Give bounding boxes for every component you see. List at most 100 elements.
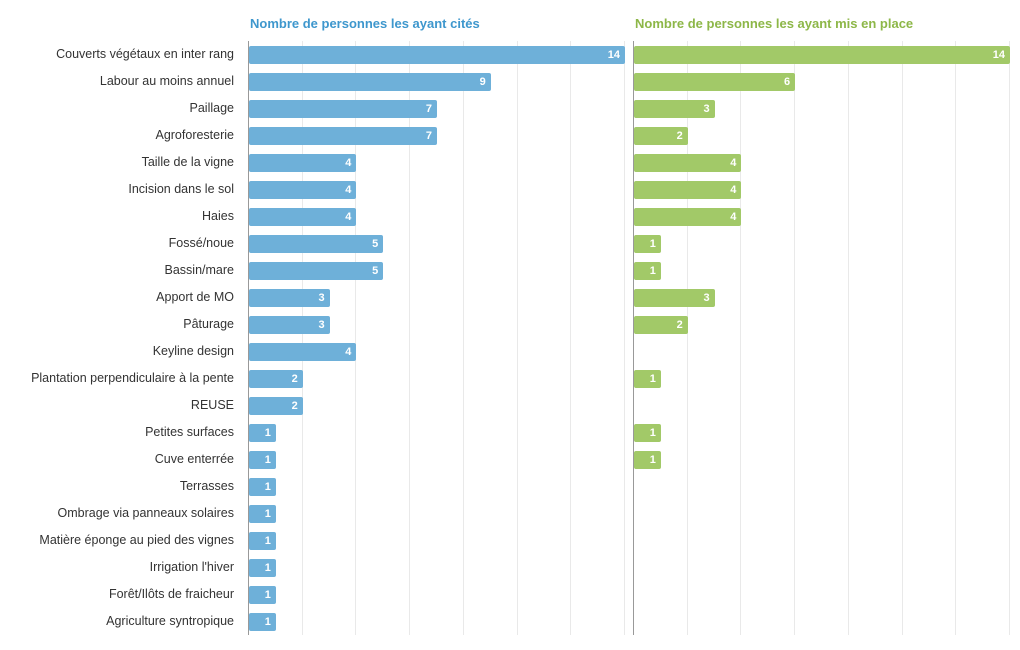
right-bar: 4 bbox=[634, 154, 741, 172]
bar-value: 7 bbox=[426, 103, 432, 115]
bar-value: 4 bbox=[730, 211, 736, 223]
bar-row bbox=[634, 338, 1010, 365]
bar-row: 1 bbox=[249, 608, 625, 635]
bar-row: 1 bbox=[634, 257, 1010, 284]
bar-row: 1 bbox=[249, 527, 625, 554]
y-label: Plantation perpendiculaire à la pente bbox=[10, 365, 240, 392]
bar-row: 2 bbox=[249, 392, 625, 419]
left-bar: 4 bbox=[249, 154, 356, 172]
bar-row bbox=[634, 554, 1010, 581]
bar-row bbox=[634, 473, 1010, 500]
bar-row: 3 bbox=[634, 284, 1010, 311]
bar-row: 4 bbox=[249, 338, 625, 365]
bar-row: 14 bbox=[249, 41, 625, 68]
left-bar: 4 bbox=[249, 208, 356, 226]
bar-value: 2 bbox=[292, 400, 298, 412]
bar-value: 4 bbox=[345, 211, 351, 223]
y-label: Apport de MO bbox=[10, 284, 240, 311]
bar-value: 9 bbox=[480, 76, 486, 88]
left-bar: 4 bbox=[249, 343, 356, 361]
left-bar: 2 bbox=[249, 370, 303, 388]
y-label: Fossé/noue bbox=[10, 230, 240, 257]
left-bar: 7 bbox=[249, 127, 437, 145]
bar-row: 3 bbox=[249, 311, 625, 338]
right-bar: 3 bbox=[634, 100, 715, 118]
bar-row: 9 bbox=[249, 68, 625, 95]
bar-row: 14 bbox=[634, 41, 1010, 68]
bar-value: 6 bbox=[784, 76, 790, 88]
left-bar: 1 bbox=[249, 505, 276, 523]
left-bar: 3 bbox=[249, 316, 330, 334]
right-plot-area: 14 6 3 2 4 4 4 1 1 3 2 1 1 1 bbox=[633, 41, 1010, 635]
left-bar: 1 bbox=[249, 478, 276, 496]
bar-row: 4 bbox=[249, 203, 625, 230]
comparison-bar-chart: Nombre de personnes les ayant cités Nomb… bbox=[10, 12, 1010, 635]
left-bar: 1 bbox=[249, 559, 276, 577]
bar-value: 1 bbox=[265, 589, 271, 601]
y-label: Terrasses bbox=[10, 473, 240, 500]
right-bar: 4 bbox=[634, 181, 741, 199]
y-label: Pâturage bbox=[10, 311, 240, 338]
left-bar: 14 bbox=[249, 46, 625, 64]
y-label: Irrigation l'hiver bbox=[10, 554, 240, 581]
bar-value: 3 bbox=[318, 292, 324, 304]
bar-row: 1 bbox=[634, 419, 1010, 446]
bar-row: 4 bbox=[249, 176, 625, 203]
bar-value: 4 bbox=[730, 157, 736, 169]
left-bar: 1 bbox=[249, 451, 276, 469]
right-bar: 1 bbox=[634, 262, 661, 280]
bar-value: 7 bbox=[426, 130, 432, 142]
left-bar: 5 bbox=[249, 262, 383, 280]
bar-value: 4 bbox=[730, 184, 736, 196]
y-label: Agroforesterie bbox=[10, 122, 240, 149]
left-plot-area: 14 9 7 7 4 4 4 5 5 3 3 4 2 2 1 1 1 1 1 1 1 1 bbox=[248, 41, 625, 635]
bar-value: 2 bbox=[292, 373, 298, 385]
right-bar: 1 bbox=[634, 235, 661, 253]
bar-value: 1 bbox=[650, 373, 656, 385]
bar-value: 1 bbox=[265, 508, 271, 520]
y-label: Matière éponge au pied des vignes bbox=[10, 527, 240, 554]
bar-value: 4 bbox=[345, 184, 351, 196]
left-bar: 1 bbox=[249, 586, 276, 604]
bar-value: 1 bbox=[265, 481, 271, 493]
bar-row: 4 bbox=[249, 149, 625, 176]
bar-row bbox=[634, 608, 1010, 635]
bar-value: 1 bbox=[265, 616, 271, 628]
bar-value: 2 bbox=[677, 130, 683, 142]
bar-value: 1 bbox=[265, 454, 271, 466]
y-label: Cuve enterrée bbox=[10, 446, 240, 473]
bar-value: 1 bbox=[650, 454, 656, 466]
bar-row: 3 bbox=[249, 284, 625, 311]
bar-row: 4 bbox=[634, 149, 1010, 176]
bar-row bbox=[634, 500, 1010, 527]
right-series-title: Nombre de personnes les ayant mis en pla… bbox=[633, 12, 1010, 41]
bar-row: 1 bbox=[634, 230, 1010, 257]
bar-value: 4 bbox=[345, 346, 351, 358]
bar-value: 1 bbox=[650, 238, 656, 250]
right-bar: 2 bbox=[634, 316, 688, 334]
y-label: Paillage bbox=[10, 95, 240, 122]
bar-value: 14 bbox=[993, 49, 1005, 61]
right-bar: 6 bbox=[634, 73, 795, 91]
left-bar: 9 bbox=[249, 73, 491, 91]
right-bar: 2 bbox=[634, 127, 688, 145]
bar-row: 5 bbox=[249, 230, 625, 257]
left-bar: 2 bbox=[249, 397, 303, 415]
y-label: Labour au moins annuel bbox=[10, 68, 240, 95]
bar-row: 1 bbox=[249, 419, 625, 446]
bar-row: 1 bbox=[249, 473, 625, 500]
y-label: Couverts végétaux en inter rang bbox=[10, 41, 240, 68]
left-bar: 7 bbox=[249, 100, 437, 118]
bar-value: 3 bbox=[318, 319, 324, 331]
bar-row: 7 bbox=[249, 122, 625, 149]
bar-value: 3 bbox=[703, 292, 709, 304]
bar-value: 1 bbox=[265, 562, 271, 574]
right-bar: 4 bbox=[634, 208, 741, 226]
y-label: Taille de la vigne bbox=[10, 149, 240, 176]
bar-row bbox=[634, 527, 1010, 554]
left-bar: 4 bbox=[249, 181, 356, 199]
bar-value: 2 bbox=[677, 319, 683, 331]
y-label: Haies bbox=[10, 203, 240, 230]
bar-row: 1 bbox=[634, 446, 1010, 473]
bar-row: 2 bbox=[634, 311, 1010, 338]
